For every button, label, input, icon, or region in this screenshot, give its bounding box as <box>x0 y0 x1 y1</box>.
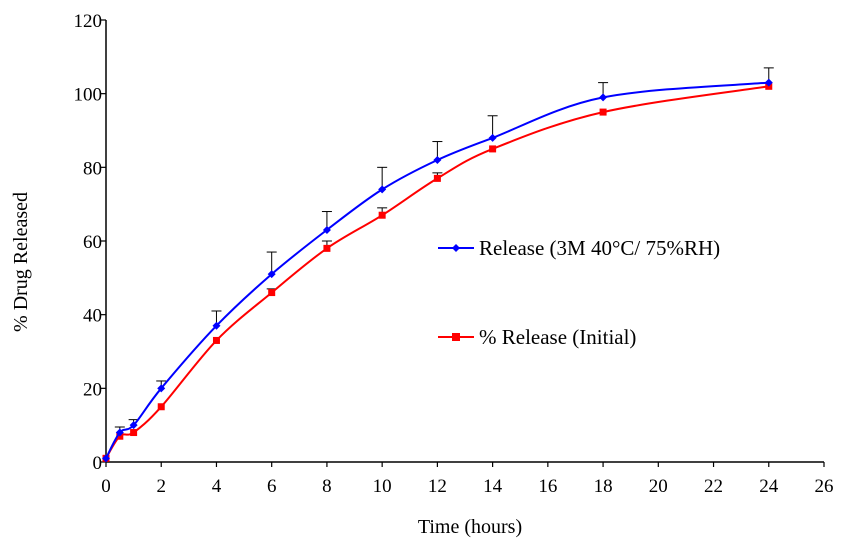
x-tick-label: 24 <box>759 476 779 497</box>
y-tick-label: 0 <box>93 453 103 474</box>
y-tick-label: 60 <box>83 232 102 253</box>
data-point <box>764 78 773 87</box>
y-tick-label: 100 <box>74 85 103 106</box>
legend-label-initial: % Release (Initial) <box>479 325 636 349</box>
data-point <box>129 421 138 430</box>
x-tick-label: 0 <box>101 476 111 497</box>
x-tick-label: 22 <box>704 476 723 497</box>
x-tick-label: 26 <box>815 476 834 497</box>
data-point <box>212 336 220 344</box>
x-tick-label: 16 <box>538 476 557 497</box>
legend: Release (3M 40°C/ 75%RH) % Release (Init… <box>438 236 720 349</box>
y-tick-label: 20 <box>83 379 102 400</box>
x-tick-label: 10 <box>373 476 392 497</box>
series-line <box>105 81 769 459</box>
data-point <box>268 289 276 297</box>
y-ticks: 0 20 40 60 80 100 120 <box>74 11 106 474</box>
x-axis-title: Time (hours) <box>418 516 522 538</box>
y-tick-label: 80 <box>83 158 102 179</box>
data-point <box>599 93 608 102</box>
data-point <box>157 403 165 411</box>
series-1 <box>102 82 773 462</box>
x-tick-label: 20 <box>649 476 668 497</box>
legend-label-stability: Release (3M 40°C/ 75%RH) <box>479 236 720 260</box>
x-tick-label: 18 <box>594 476 613 497</box>
data-point <box>433 155 442 164</box>
data-point <box>212 321 221 330</box>
data-point <box>130 429 138 437</box>
legend-marker-stability <box>452 244 460 252</box>
x-tick-label: 8 <box>322 476 332 497</box>
data-point <box>378 211 386 219</box>
data-point <box>267 270 276 279</box>
y-tick-label: 120 <box>74 11 103 32</box>
data-point <box>599 108 607 116</box>
data-point <box>378 185 387 194</box>
series-layer <box>102 67 774 463</box>
x-tick-label: 6 <box>267 476 277 497</box>
x-tick-label: 14 <box>483 476 503 497</box>
x-tick-label: 2 <box>156 476 166 497</box>
y-axis-title: % Drug Released <box>10 192 32 332</box>
data-point <box>488 133 497 142</box>
series-0 <box>102 67 774 463</box>
data-point <box>157 384 166 393</box>
y-tick-label: 40 <box>83 306 102 327</box>
data-point <box>115 428 124 437</box>
data-point <box>433 174 441 182</box>
x-ticks: 0 2 4 6 8 10 12 14 16 18 20 22 24 26 <box>101 462 834 497</box>
legend-marker-initial <box>452 333 460 341</box>
data-point <box>322 225 331 234</box>
x-tick-label: 12 <box>428 476 447 497</box>
data-point <box>489 145 497 153</box>
x-tick-label: 4 <box>212 476 222 497</box>
data-point <box>102 454 110 463</box>
data-point <box>323 244 331 252</box>
